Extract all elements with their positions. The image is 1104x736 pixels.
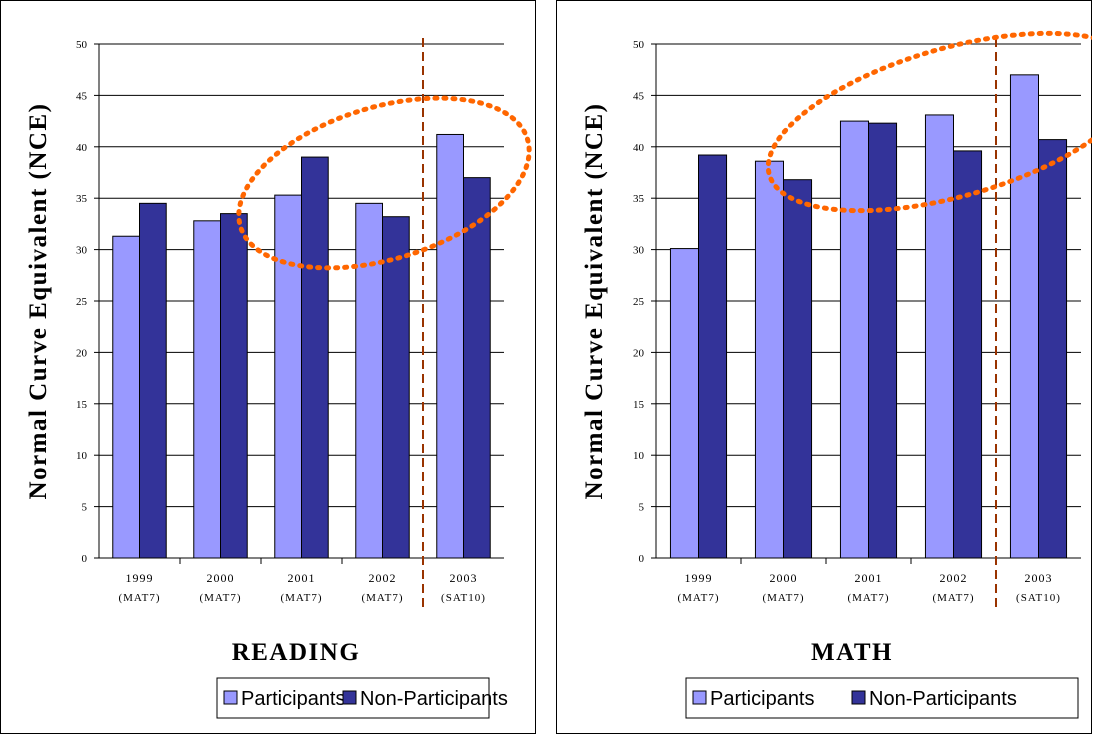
legend-label-participants: Participants — [710, 688, 815, 710]
x-tick-label-year: 2000 — [770, 571, 798, 585]
y-tick-label: 25 — [633, 296, 645, 308]
y-tick-label: 25 — [76, 296, 88, 308]
x-tick-label-year: 2001 — [288, 571, 316, 585]
y-axis-title: Normal Curve Equivalent (NCE) — [25, 103, 52, 500]
x-tick-label-year: 2002 — [369, 571, 397, 585]
y-tick-label: 0 — [639, 553, 645, 565]
x-tick-label-test: (MAT7) — [932, 592, 974, 604]
y-tick-label: 30 — [633, 245, 645, 257]
bar-participants — [924, 114, 955, 559]
legend-swatch-participants — [223, 690, 238, 705]
bar-non-participants — [783, 179, 813, 559]
bar-non-participants — [953, 150, 983, 559]
y-axis-title: Normal Curve Equivalent (NCE) — [581, 103, 608, 500]
legend-label-participants: Participants — [241, 688, 346, 710]
y-tick-label: 35 — [633, 193, 645, 205]
y-tick-label: 10 — [633, 450, 645, 462]
reading-chart-panel: 0 5 10 15 20 25 30 35 40 45 50 1999 (MAT7) 2000 (MAT7)… — [0, 0, 536, 734]
y-tick-label: 45 — [76, 90, 88, 102]
bar-participants — [112, 235, 140, 559]
x-tick-label-test: (MAT7) — [361, 592, 403, 604]
bar-participants — [436, 133, 464, 559]
bar-participants — [669, 248, 699, 559]
y-tick-label: 15 — [76, 399, 88, 411]
x-tick-label-test: (MAT7) — [762, 592, 804, 604]
math-chart: 0 5 10 15 20 25 30 35 40 45 50 1999 (MAT7) 2000 (MAT7)… — [556, 0, 1092, 734]
y-tick-label: 35 — [76, 193, 88, 205]
x-tick-label-year: 1999 — [685, 571, 713, 585]
bar-participants — [754, 160, 784, 559]
bar-non-participants — [463, 177, 491, 559]
y-tick-label: 40 — [76, 142, 88, 154]
math-chart-panel: 0 5 10 15 20 25 30 35 40 45 50 1999 (MAT7) 2000 (MAT7)… — [556, 0, 1092, 734]
x-tick-label-test: (SAT10) — [441, 592, 486, 604]
x-tick-label-test: (MAT7) — [118, 592, 160, 604]
x-tick-label-test: (MAT7) — [677, 592, 719, 604]
chart-title: READING — [232, 639, 361, 666]
bar-participants — [1009, 74, 1040, 559]
bar-non-participants — [1038, 139, 1068, 559]
bar-non-participants — [139, 202, 167, 559]
highlight-ellipse — [236, 95, 532, 271]
x-tick-label-test: (MAT7) — [199, 592, 241, 604]
x-tick-label-year: 2001 — [855, 571, 883, 585]
legend-swatch-non-participants — [342, 690, 357, 705]
reading-chart: 0 5 10 15 20 25 30 35 40 45 50 1999 (MAT7) 2000 (MAT7)… — [0, 0, 536, 734]
x-tick-label-year: 1999 — [126, 571, 154, 585]
legend-swatch-participants — [692, 690, 707, 705]
x-tick-label-year: 2000 — [207, 571, 235, 585]
bar-non-participants — [868, 122, 898, 559]
chart-frame — [556, 0, 1092, 734]
y-tick-label: 50 — [633, 39, 645, 51]
x-tick-label-test: (SAT10) — [1016, 592, 1061, 604]
bar-non-participants — [698, 154, 728, 559]
bar-participants — [274, 194, 302, 559]
bar-participants — [839, 120, 870, 559]
x-tick-label-year: 2003 — [1025, 571, 1053, 585]
y-tick-label: 40 — [633, 142, 645, 154]
legend-box — [685, 677, 1079, 719]
bar-non-participants — [382, 216, 410, 559]
y-tick-label: 45 — [633, 90, 645, 102]
legend-label-non-participants: Non-Participants — [869, 688, 1017, 710]
y-tick-label: 20 — [633, 347, 645, 359]
bar-non-participants — [301, 156, 329, 559]
y-tick-label: 5 — [639, 502, 645, 514]
y-tick-label: 0 — [82, 553, 88, 565]
bar-non-participants — [220, 213, 248, 559]
y-tick-label: 10 — [76, 450, 88, 462]
legend-label-non-participants: Non-Participants — [360, 688, 508, 710]
y-tick-label: 30 — [76, 245, 88, 257]
bar-participants — [355, 202, 383, 559]
highlight-ellipse — [765, 30, 1092, 214]
y-tick-label: 20 — [76, 347, 88, 359]
legend-swatch-non-participants — [851, 690, 866, 705]
y-tick-label: 50 — [76, 39, 88, 51]
y-tick-label: 5 — [82, 502, 88, 514]
x-tick-label-test: (MAT7) — [847, 592, 889, 604]
chart-title: MATH — [811, 639, 893, 666]
bar-participants — [193, 220, 222, 559]
x-tick-label-test: (MAT7) — [280, 592, 322, 604]
x-tick-label-year: 2002 — [940, 571, 968, 585]
x-tick-label-year: 2003 — [450, 571, 478, 585]
y-tick-label: 15 — [633, 399, 645, 411]
